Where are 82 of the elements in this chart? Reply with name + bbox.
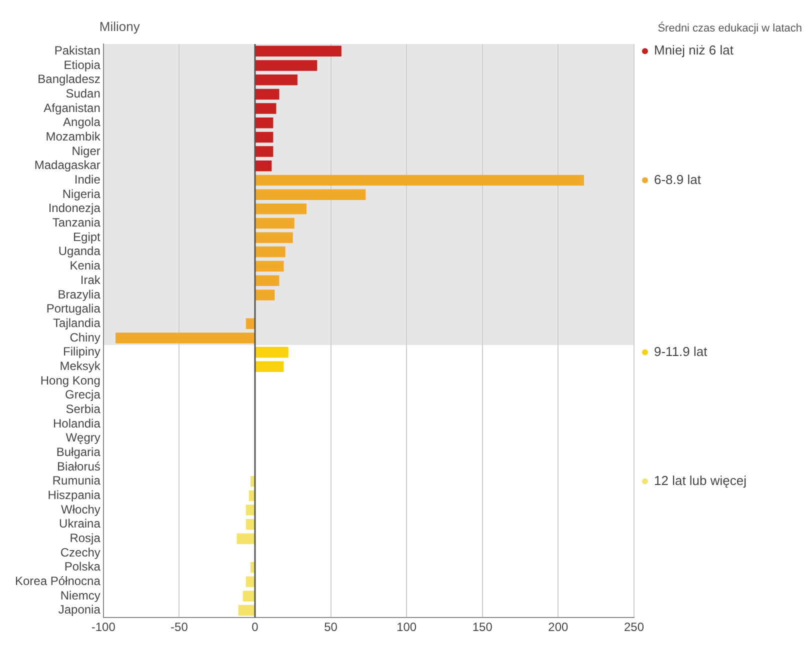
y-tick-label: Czechy — [60, 545, 100, 560]
bar — [236, 533, 254, 544]
y-tick-label: Japonia — [58, 602, 101, 617]
x-tick-label: 0 — [252, 620, 259, 634]
y-tick-label: Filipiny — [63, 344, 100, 359]
y-tick-label: Meksyk — [60, 358, 102, 373]
bar — [255, 204, 307, 214]
y-tick-label: Mozambik — [46, 130, 102, 144]
bar — [255, 74, 298, 86]
y-tick-label: Niger — [72, 144, 100, 158]
y-tick-label: Tanzania — [52, 216, 101, 230]
bar — [246, 576, 254, 588]
bar — [255, 346, 288, 358]
y-tick-label: Rosja — [70, 531, 101, 546]
x-tick-label: 250 — [624, 620, 644, 634]
y-tick-label: Sudan — [66, 86, 100, 101]
x-tick-label: -100 — [91, 620, 116, 634]
bar — [246, 318, 254, 330]
bar — [255, 88, 280, 100]
bar — [255, 46, 342, 57]
y-tick-label: Madagaskar — [34, 158, 100, 172]
bar — [255, 290, 275, 300]
x-tick-label: -50 — [170, 620, 188, 634]
y-tick-label: Brazylia — [58, 287, 101, 302]
y-tick-label: Holandia — [53, 416, 101, 430]
y-tick-label: Indonezja — [48, 201, 101, 216]
bar — [255, 132, 274, 143]
bar — [246, 519, 254, 530]
bar — [255, 103, 276, 114]
y-tick-label: Irak — [80, 272, 102, 287]
y-tick-label: Uganda — [58, 244, 101, 258]
bar — [255, 361, 284, 372]
y-tick-label: Bułgaria — [56, 445, 101, 460]
y-tick-label: Kenia — [70, 258, 101, 273]
bar — [242, 590, 254, 602]
bar — [255, 174, 584, 186]
y-tick-label: Hiszpania — [48, 488, 101, 502]
y-tick-label: Białoruś — [57, 459, 100, 474]
legend-label: Mniej niż 6 lat — [654, 42, 734, 58]
x-tick-label: 50 — [324, 620, 338, 634]
y-tick-label: Chiny — [70, 330, 100, 344]
y-tick-label: Polska — [64, 560, 101, 574]
y-tick-label: Włochy — [61, 502, 100, 516]
legend-title: Średni czas edukacji w latach — [658, 22, 802, 35]
y-tick-label: Grecja — [65, 388, 101, 402]
legend-label: 6-8.9 lat — [654, 172, 702, 187]
bar — [255, 275, 280, 286]
bar — [255, 246, 286, 258]
y-tick-label: Pakistan — [54, 43, 100, 58]
legend-label: 12 lat lub więcej — [654, 472, 747, 488]
y-tick-label: Portugalia — [46, 302, 101, 316]
x-tick-label: 100 — [396, 620, 417, 634]
bar — [255, 117, 274, 128]
bar — [255, 260, 284, 272]
bar — [116, 332, 254, 344]
bar — [246, 504, 254, 516]
x-tick-label: 200 — [548, 620, 569, 634]
y-tick-label: Serbia — [66, 402, 101, 416]
y-tick-label: Etiopia — [64, 58, 101, 72]
y-tick-label: Tajlandia — [53, 316, 101, 330]
bar — [255, 146, 274, 157]
y-tick-label: Egipt — [73, 230, 102, 244]
y-tick-label: Afganistan — [44, 100, 100, 115]
bar — [238, 605, 254, 616]
y-tick-label: Nigeria — [62, 186, 101, 201]
y-tick-label: Ukraina — [59, 516, 101, 531]
bar — [255, 160, 272, 172]
bar — [255, 232, 293, 243]
bar — [255, 218, 294, 229]
y-tick-label: Hong Kong — [40, 373, 100, 388]
y-tick-label: Rumunia — [52, 474, 101, 488]
bar — [255, 189, 366, 200]
y-tick-label: Angola — [63, 115, 101, 130]
y-tick-label: Niemcy — [60, 588, 100, 602]
y-tick-label: Bangladesz — [38, 72, 100, 86]
legend-label: 9-11.9 lat — [654, 344, 708, 359]
y-tick-label: Korea Północna — [14, 574, 101, 588]
y-tick-label: Indie — [74, 172, 101, 187]
x-axis-title: Miliony — [99, 19, 140, 34]
bar — [255, 60, 318, 71]
y-tick-label: Węgry — [66, 430, 100, 445]
x-tick-label: 150 — [472, 620, 493, 634]
